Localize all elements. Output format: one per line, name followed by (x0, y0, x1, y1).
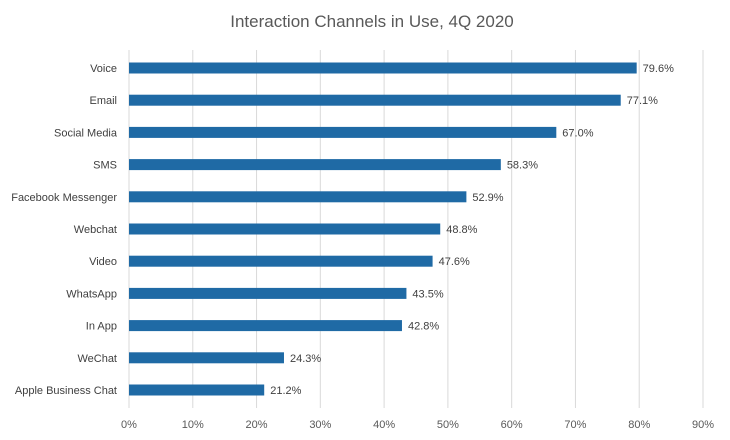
x-tick-label: 30% (309, 419, 331, 431)
bar (129, 255, 433, 267)
x-tick-label: 80% (628, 419, 650, 431)
value-label: 67.0% (562, 127, 593, 139)
category-label: WeChat (77, 353, 117, 365)
value-label: 58.3% (507, 160, 538, 172)
bar (129, 159, 501, 171)
bar (129, 126, 557, 138)
value-label: 52.9% (472, 192, 503, 204)
value-label: 47.6% (439, 256, 470, 268)
x-tick-label: 40% (373, 419, 395, 431)
bar (129, 94, 621, 106)
bar (129, 320, 402, 332)
category-label: Apple Business Chat (15, 385, 117, 397)
category-label: SMS (93, 160, 117, 172)
x-tick-label: 0% (121, 419, 137, 431)
x-tick-label: 20% (246, 419, 268, 431)
value-label: 77.1% (627, 95, 658, 107)
category-label: Email (89, 95, 117, 107)
x-tick-label: 90% (692, 419, 714, 431)
bar (129, 384, 265, 396)
x-tick-label: 70% (564, 419, 586, 431)
x-tick-label: 60% (501, 419, 523, 431)
category-label: Video (89, 256, 117, 268)
category-label: Webchat (74, 224, 117, 236)
value-label: 79.6% (643, 63, 674, 75)
value-label: 21.2% (270, 385, 301, 397)
bar (129, 352, 284, 364)
bar (129, 287, 407, 299)
x-tick-label: 50% (437, 419, 459, 431)
x-tick-label: 10% (182, 419, 204, 431)
bar (129, 191, 467, 203)
category-label: WhatsApp (66, 288, 117, 300)
value-label: 48.8% (446, 224, 477, 236)
value-labels: 79.6% 77.1% 67.0% 58.3% 52.9% 48.8% 47.6% 43.5%… (270, 63, 674, 397)
bar (129, 62, 637, 74)
bars (129, 62, 637, 396)
value-label: 42.8% (408, 321, 439, 333)
chart-title: Interaction Channels in Use, 4Q 2020 (230, 12, 514, 31)
category-label: Facebook Messenger (11, 192, 117, 204)
x-axis-tick-labels: 0% 10% 20% 30% 40% 50% 60% 70% 80% 90% (121, 419, 714, 431)
bar (129, 223, 441, 235)
value-label: 43.5% (412, 288, 443, 300)
category-label: In App (86, 321, 117, 333)
category-label: Voice (90, 63, 117, 75)
value-label: 24.3% (290, 353, 321, 365)
category-labels: Voice Email Social Media SMS Facebook Messen… (11, 63, 118, 397)
category-label: Social Media (54, 127, 118, 139)
